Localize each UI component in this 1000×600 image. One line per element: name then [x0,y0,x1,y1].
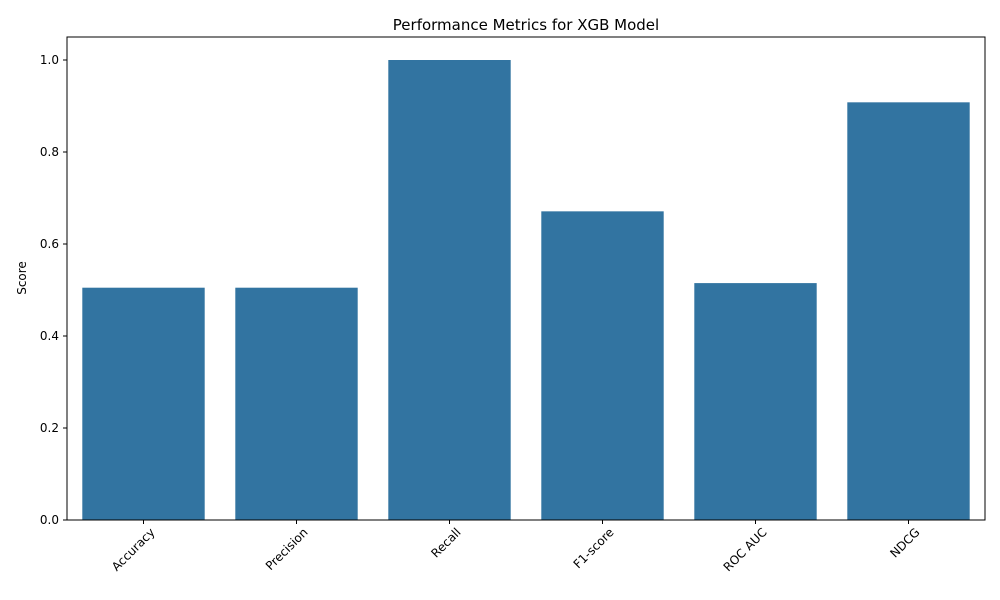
x-tick-label: ROC AUC [721,525,770,574]
y-tick-label: 1.0 [40,53,59,67]
bar-f1-score [541,211,663,520]
chart-title: Performance Metrics for XGB Model [393,16,659,34]
bar-roc-auc [694,283,816,520]
x-tick-label: Precision [263,525,311,573]
x-tick-label: NDCG [887,525,922,560]
bar-accuracy [82,288,204,520]
y-tick-label: 0.6 [40,237,59,251]
y-tick-label: 0.8 [40,145,59,159]
x-tick-label: F1-score [571,525,617,571]
x-tick-label: Accuracy [109,525,158,574]
x-ticks-group: Accuracy Precision Recall F1-score ROC AUC ND… [109,520,923,574]
bar-recall [388,60,510,520]
x-tick-label: Recall [428,525,463,560]
bars-group [82,60,969,520]
y-tick-label: 0.4 [40,329,59,343]
bar-precision [235,288,357,520]
y-tick-label: 0.2 [40,421,59,435]
y-ticks-group: 0.0 0.2 0.4 0.6 0.8 1.0 [40,53,67,527]
bar-ndcg [847,102,969,520]
y-tick-label: 0.0 [40,513,59,527]
y-axis-label: Score [15,261,29,295]
